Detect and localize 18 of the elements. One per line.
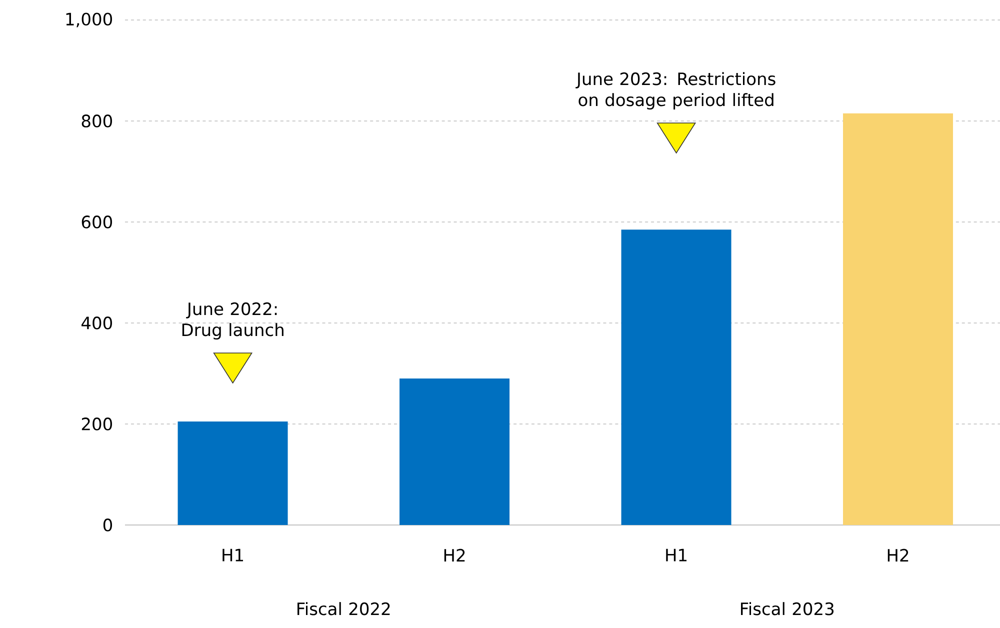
y-tick-label: 1,000 <box>66 12 112 28</box>
x-tick-label: H1 <box>222 548 244 562</box>
text: Fiscal 2023 <box>741 602 834 616</box>
x-tick-label: H2 <box>444 548 465 562</box>
y-tick-label: 0 <box>103 518 112 532</box>
y-tick-label: 800 <box>82 114 112 128</box>
x-tick-label: H1 <box>666 548 686 562</box>
text: Fiscal 2022 <box>298 602 390 616</box>
annotation: June 2023: Restrictions on dosage period lifted <box>576 72 776 110</box>
x-tick-label: H2 <box>888 548 908 562</box>
bar <box>621 230 732 525</box>
bar <box>843 113 954 525</box>
bar <box>178 421 288 525</box>
bar <box>400 378 510 525</box>
y-tick-label: 600 <box>82 216 112 228</box>
y-tick-label: 200 <box>82 418 112 430</box>
y-tick-label: 400 <box>82 316 112 330</box>
annotation: June 2022: Drug launch <box>182 302 284 340</box>
